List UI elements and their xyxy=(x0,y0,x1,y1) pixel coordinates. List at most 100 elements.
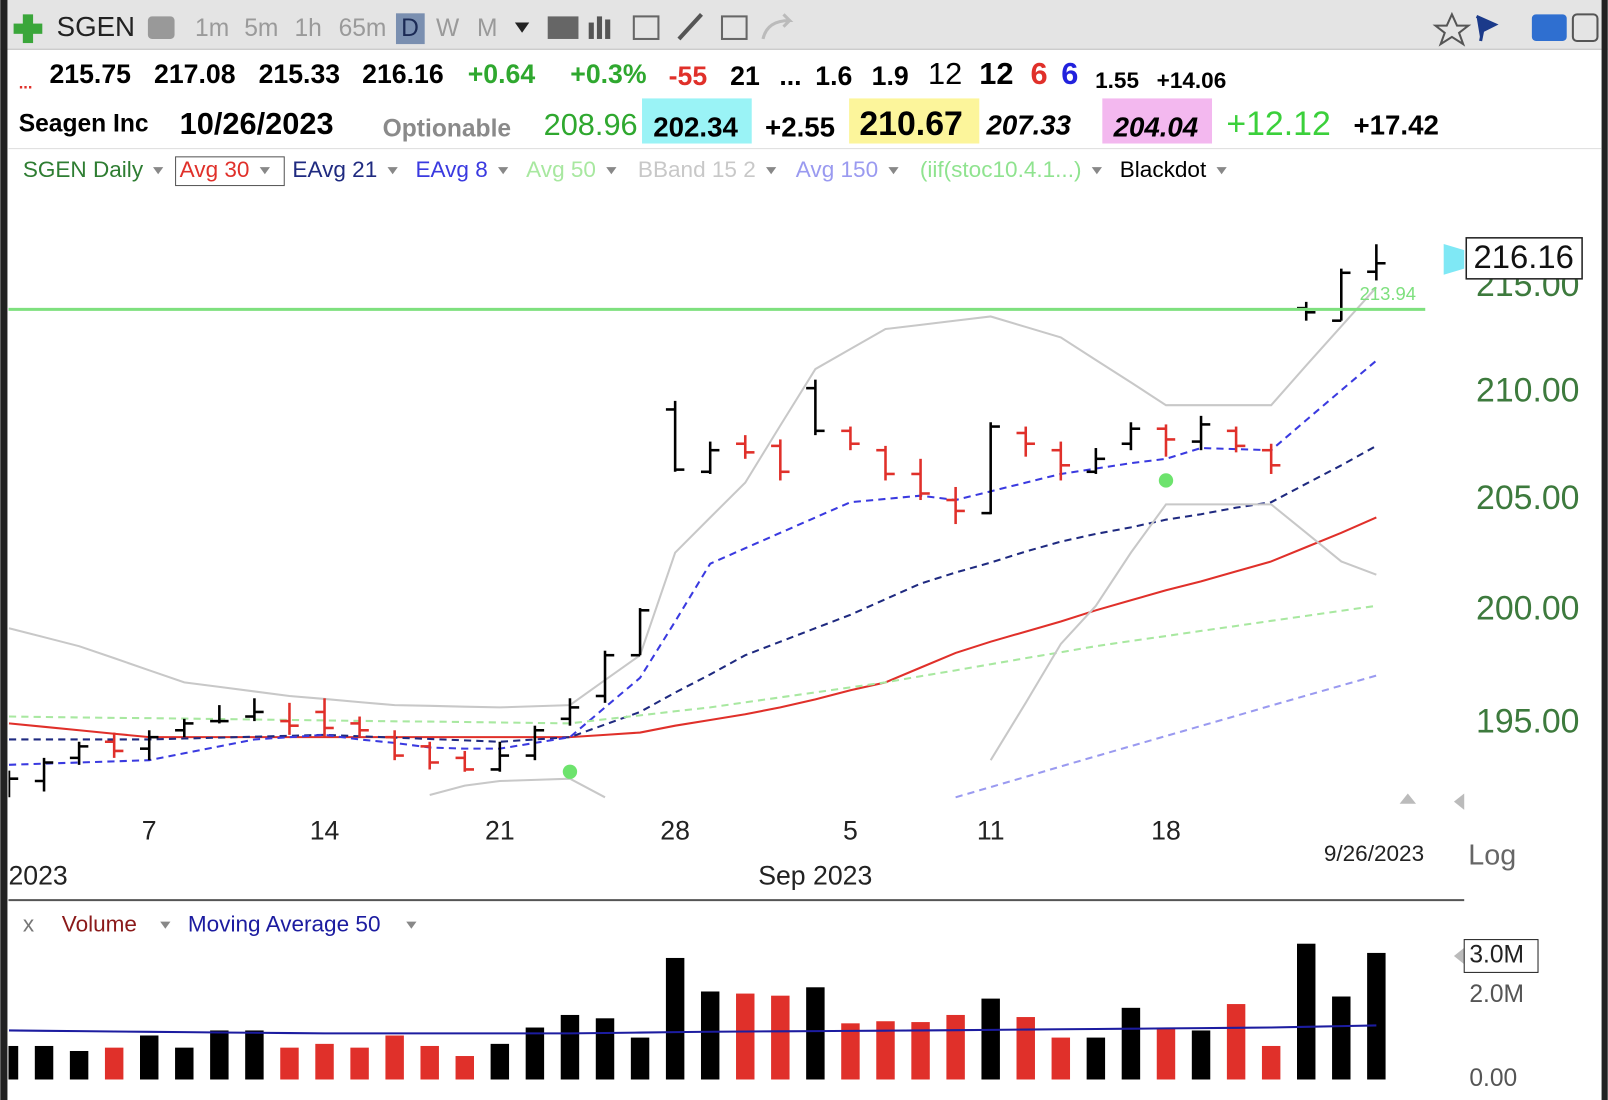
volume-bar xyxy=(771,995,790,1080)
x-tick-label: 21 xyxy=(485,815,515,845)
interval[interactable]: 5m xyxy=(244,15,278,42)
add-icon[interactable] xyxy=(13,14,43,44)
dropdown[interactable] xyxy=(1091,167,1102,175)
indicator-line xyxy=(8,1024,1377,1035)
last-date: 9/26/2023 xyxy=(1324,841,1424,866)
volume-bar xyxy=(140,1035,159,1080)
legend-item[interactable]: SGEN Daily xyxy=(23,157,144,182)
dropdown[interactable] xyxy=(498,167,509,175)
dropdown[interactable] xyxy=(160,921,171,929)
indicator-line xyxy=(8,444,1377,743)
volume-plot xyxy=(8,943,1386,1080)
interval[interactable]: 1m xyxy=(195,15,229,42)
icon[interactable] xyxy=(588,16,611,39)
volume-bar xyxy=(806,987,825,1080)
y-tick-label: 200.00 xyxy=(1476,589,1579,627)
volume-bar xyxy=(1367,952,1386,1080)
legend-item[interactable]: EAvg 8 xyxy=(415,157,487,182)
symbol[interactable]: SGEN xyxy=(57,11,135,42)
x-tick-label: 28 xyxy=(660,815,690,845)
volume-bar xyxy=(736,993,755,1080)
volume-bar xyxy=(175,1047,194,1080)
icon[interactable] xyxy=(1531,14,1567,42)
volume-bar xyxy=(350,1047,369,1080)
quote-field: 210.67 xyxy=(859,105,962,143)
icon[interactable] xyxy=(632,15,660,40)
indicator-line xyxy=(8,604,1377,725)
legend-item[interactable]: Blackdot xyxy=(1120,157,1207,182)
quote-field: 1.9 xyxy=(872,61,909,91)
icon[interactable] xyxy=(677,12,703,41)
highlight xyxy=(849,98,980,144)
legend-item[interactable]: Avg 50 xyxy=(526,157,596,182)
star-icon[interactable] xyxy=(1432,11,1472,47)
dropdown[interactable] xyxy=(606,167,617,175)
legend-item[interactable]: Volume xyxy=(62,912,137,937)
legend-item[interactable]: BBand 15 2 xyxy=(638,157,756,182)
interval[interactable]: W xyxy=(436,15,460,42)
interval[interactable]: M xyxy=(477,15,498,42)
icon[interactable] xyxy=(1571,13,1599,43)
icon[interactable] xyxy=(720,15,748,40)
volume-bar xyxy=(245,1030,264,1080)
quote-field: +0.3% xyxy=(570,59,646,89)
volume-bar xyxy=(841,1023,860,1080)
icon[interactable] xyxy=(147,16,175,39)
signal-dot xyxy=(562,764,578,779)
dropdown[interactable] xyxy=(514,22,530,33)
legend-item[interactable]: (iif(stoc10.4.1...) xyxy=(920,157,1082,182)
legend-item[interactable]: Moving Average 50 xyxy=(188,912,381,937)
volume-bar xyxy=(700,991,720,1080)
last-price-box xyxy=(1465,237,1583,280)
volume-bar xyxy=(630,1037,650,1080)
y-tick-label: 205.00 xyxy=(1476,479,1579,517)
volume-bar xyxy=(560,1014,580,1080)
icon[interactable] xyxy=(547,16,579,39)
dropdown[interactable] xyxy=(1216,167,1227,175)
volume-bar xyxy=(210,1030,229,1080)
flag-icon[interactable] xyxy=(1475,14,1499,42)
quote-field: +2.55 xyxy=(765,111,835,142)
close-button[interactable]: x xyxy=(23,912,35,937)
dropdown[interactable] xyxy=(766,167,777,175)
scroll-arrow xyxy=(1453,793,1465,810)
dropdown[interactable] xyxy=(387,167,398,175)
toolbar xyxy=(0,0,1608,50)
volume-bar xyxy=(1016,1017,1035,1080)
x-tick-label: 5 xyxy=(843,815,858,845)
volume-bar xyxy=(8,1045,19,1080)
signal-dot xyxy=(1158,473,1174,488)
volume-bar xyxy=(946,1014,965,1080)
interval[interactable]: D xyxy=(401,15,419,42)
dropdown[interactable] xyxy=(259,167,270,175)
dropdown[interactable] xyxy=(888,167,899,175)
quote-field: 216.16 xyxy=(362,59,443,89)
volume-bar xyxy=(981,998,1000,1080)
horizontal-line-label: 213.94 xyxy=(1360,283,1416,304)
interval[interactable]: 1h xyxy=(294,15,321,42)
quote-field: 208.96 xyxy=(544,107,638,142)
quote-field: 207.33 xyxy=(985,109,1071,140)
icon[interactable] xyxy=(761,13,794,40)
quote-field: +0.64 xyxy=(468,59,536,89)
volume-bar xyxy=(911,1022,930,1080)
last-price-label: 216.16 xyxy=(1474,238,1574,275)
quote-field: +14.06 xyxy=(1157,68,1227,93)
x-tick-label: 11 xyxy=(977,815,1005,845)
volume-bar xyxy=(490,1043,510,1080)
quote-field: 204.04 xyxy=(1113,111,1199,142)
legend-item[interactable]: EAvg 21 xyxy=(292,157,377,182)
legend-item[interactable]: Avg 30 xyxy=(180,157,250,182)
volume-bar xyxy=(455,1056,474,1080)
volume-bar xyxy=(1086,1037,1106,1080)
volume-bar xyxy=(1051,1037,1071,1080)
interval[interactable]: 65m xyxy=(339,15,387,42)
quote-field: 12 xyxy=(979,56,1013,91)
dropdown[interactable] xyxy=(406,921,417,929)
dropdown[interactable] xyxy=(153,167,164,175)
x-tick-label: 14 xyxy=(310,815,340,845)
scale-label[interactable]: Log xyxy=(1468,840,1516,872)
legend-item[interactable]: Avg 150 xyxy=(796,157,878,182)
